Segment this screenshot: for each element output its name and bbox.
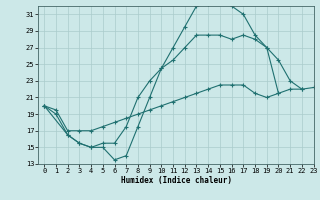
X-axis label: Humidex (Indice chaleur): Humidex (Indice chaleur) xyxy=(121,176,231,185)
